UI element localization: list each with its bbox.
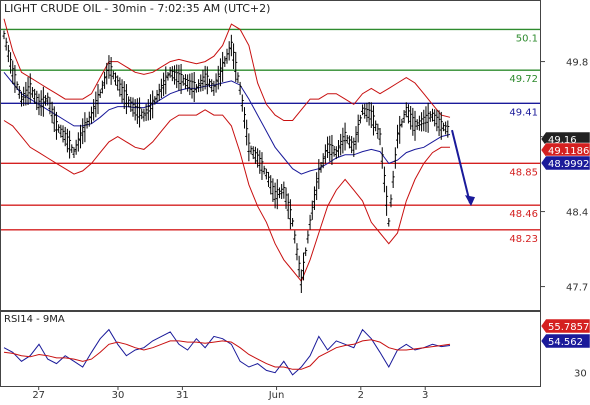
bollinger-lower-line xyxy=(3,109,450,283)
price-tag: 49.1186 xyxy=(540,142,590,158)
x-tick-label: 27 xyxy=(32,390,45,400)
rsi-ma-line xyxy=(3,339,451,370)
bollinger-upper-line xyxy=(3,18,451,121)
moving-average-line xyxy=(3,71,451,175)
price-tag-label: 49.16 xyxy=(548,135,577,146)
level-label: 49.72 xyxy=(509,74,538,85)
price-tag-label: 48.9992 xyxy=(548,159,589,170)
rsi-tag-label: 54.562 xyxy=(548,337,583,348)
rsi-tag: 55.7857 xyxy=(540,318,590,334)
level-label: 48.23 xyxy=(509,234,538,245)
level-label: 49.41 xyxy=(509,107,538,118)
y-tick-label: 48.4 xyxy=(566,208,588,219)
rsi-tag-label: 55.7857 xyxy=(548,322,589,333)
price-tag-box xyxy=(540,142,590,158)
x-tick-label: 31 xyxy=(176,390,189,400)
forecast-arrow-shaft xyxy=(451,129,471,204)
price-tag: 48.9992 xyxy=(540,155,590,171)
bands-layer xyxy=(3,18,451,283)
rsi-tag-box xyxy=(540,318,590,334)
candles-layer xyxy=(2,30,475,293)
price-tag-label: 49.1186 xyxy=(548,146,589,157)
level-label: 48.85 xyxy=(509,167,538,178)
level-label: 48.46 xyxy=(509,209,538,220)
levels-layer: 50.1 49.72 49.41 48.85 48.46 48.23 xyxy=(1,28,540,245)
level-label: 50.1 xyxy=(516,33,538,44)
rsi-title: RSI14 - 9MA xyxy=(4,314,65,325)
forecast-arrow-head xyxy=(465,195,475,207)
x-tick-label: 2 xyxy=(358,390,364,400)
rsi-plot-frame xyxy=(0,311,541,387)
rsi-tag: 54.562 xyxy=(540,333,590,349)
x-tick-label: Jun xyxy=(268,390,285,400)
rsi-y-tick-label: 30 xyxy=(574,369,587,380)
x-tick-label: 30 xyxy=(112,390,125,400)
rsi-tag-box xyxy=(540,333,590,349)
price-plot-frame xyxy=(0,0,541,311)
y-tick-label: 47.7 xyxy=(566,283,588,294)
price-tag-box xyxy=(540,155,590,171)
x-tick-label: 3 xyxy=(422,390,428,400)
y-tick-label: 49.8 xyxy=(566,58,588,69)
chart-title: LIGHT CRUDE OIL - 30min - 7:02:35 AM (UT… xyxy=(4,2,270,15)
